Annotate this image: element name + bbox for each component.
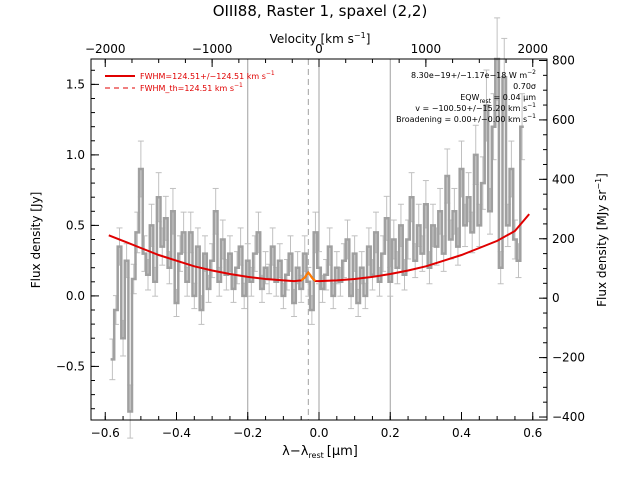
series-layer: [108, 57, 530, 413]
annotation-broadening: Broadening = 0.00+/−0.00 km s−1: [396, 113, 536, 124]
y2-tick-label-0: −400: [552, 410, 585, 424]
annotation-eqw: EQWrest = 0.04 μm: [460, 93, 536, 105]
x-tick-label-3: 0.0: [309, 426, 328, 440]
fit-annotations: 8.30e−19+/−1.17e−18 W m−2 0.70σ EQWrest …: [396, 69, 536, 124]
y2-tick-label-5: 600: [552, 113, 575, 127]
top-axis-label: Velocity [km s−1]: [270, 31, 371, 46]
x-tick-label-5: 0.4: [452, 426, 471, 440]
annotation-velocity: v = −100.50+/−15.20 km s−1: [415, 102, 536, 113]
legend: FWHM=124.51+/−124.51 km s−1 FWHM_th=124.…: [105, 70, 275, 93]
y-axis-label: Flux density [Jy]: [29, 192, 43, 289]
y-tick-label-1: 0.0: [66, 289, 85, 303]
axis-ticks: −0.6 −0.4 −0.2 0.0 0.2 0.4 0.6 −0.5 0.0 0.5 1.0 1.5…: [56, 42, 585, 440]
top-tick-label-1: −1000: [192, 42, 233, 56]
y2-tick-label-2: 0: [552, 291, 560, 305]
y2-tick-label-3: 200: [552, 232, 575, 246]
x-tick-label-6: 0.6: [523, 426, 542, 440]
x-tick-label-0: −0.6: [91, 426, 120, 440]
top-tick-label-0: −2000: [85, 42, 126, 56]
reference-lines: [247, 59, 391, 420]
top-tick-label-2: 0: [315, 42, 323, 56]
y-tick-label-4: 1.5: [66, 77, 85, 91]
annotation-sigma: 0.70σ: [513, 82, 536, 91]
chart-title: OIII88, Raster 1, spaxel (2,2): [213, 2, 428, 20]
legend-label-fwhm: FWHM=124.51+/−124.51 km s−1: [140, 70, 275, 81]
spectrum-step-line: [110, 57, 524, 413]
y2-tick-label-6: 800: [552, 53, 575, 67]
y2-tick-label-1: −200: [552, 351, 585, 365]
x-tick-label-2: −0.2: [233, 426, 262, 440]
y-tick-label-0: −0.5: [56, 359, 85, 373]
y-tick-label-2: 0.5: [66, 218, 85, 232]
x-tick-label-1: −0.4: [162, 426, 191, 440]
y2-tick-label-4: 400: [552, 172, 575, 186]
x-tick-label-4: 0.2: [381, 426, 400, 440]
y2-axis-label: Flux density [MJy sr−1]: [594, 173, 609, 307]
x-axis-label: λ−λrest [μm]: [282, 444, 358, 460]
top-tick-label-3: 1000: [411, 42, 442, 56]
legend-label-fwhm-th: FWHM_th=124.51 km s−1: [140, 82, 243, 93]
y-tick-label-3: 1.0: [66, 148, 85, 162]
top-tick-label-4: 2000: [517, 42, 548, 56]
line-component-line: [300, 271, 317, 282]
annotation-flux: 8.30e−19+/−1.17e−18 W m−2: [411, 69, 536, 80]
